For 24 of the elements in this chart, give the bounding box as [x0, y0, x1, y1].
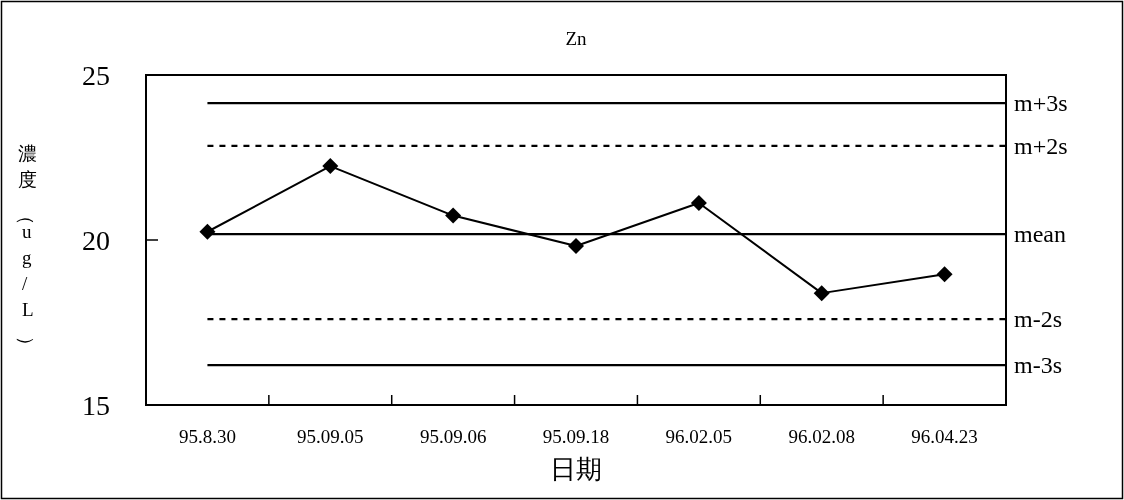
- point: [936, 266, 953, 283]
- x-tick-label: 95.09.18: [542, 426, 610, 447]
- x-tick-label: 95.09.05: [297, 426, 364, 447]
- ref-line-label: m-2s: [1014, 306, 1062, 333]
- point: [813, 285, 830, 302]
- chart-title: Zn: [565, 28, 588, 49]
- y-tick-label: 15: [82, 389, 110, 421]
- point: [568, 237, 584, 254]
- ref-line-label: m-3s: [1014, 352, 1062, 379]
- point: [199, 223, 216, 240]
- ref-line-label: mean: [1014, 221, 1066, 248]
- x-tick-label: 96.04.23: [911, 426, 978, 447]
- ref-line-label: m+2s: [1014, 132, 1068, 159]
- x-tick-label: 96.02.08: [788, 426, 855, 447]
- ref-line-label: m+3s: [1014, 90, 1068, 117]
- point: [445, 207, 462, 224]
- point: [322, 158, 339, 175]
- x-tick-label: 95.09.06: [419, 426, 487, 447]
- y-tick-label: 20: [82, 224, 110, 256]
- y-tick-label: 25: [82, 59, 110, 91]
- x-axis-title: 日期: [550, 455, 602, 484]
- x-tick-label: 95.8.30: [178, 426, 236, 447]
- point: [690, 195, 707, 212]
- x-tick-label: 96.02.05: [665, 426, 733, 447]
